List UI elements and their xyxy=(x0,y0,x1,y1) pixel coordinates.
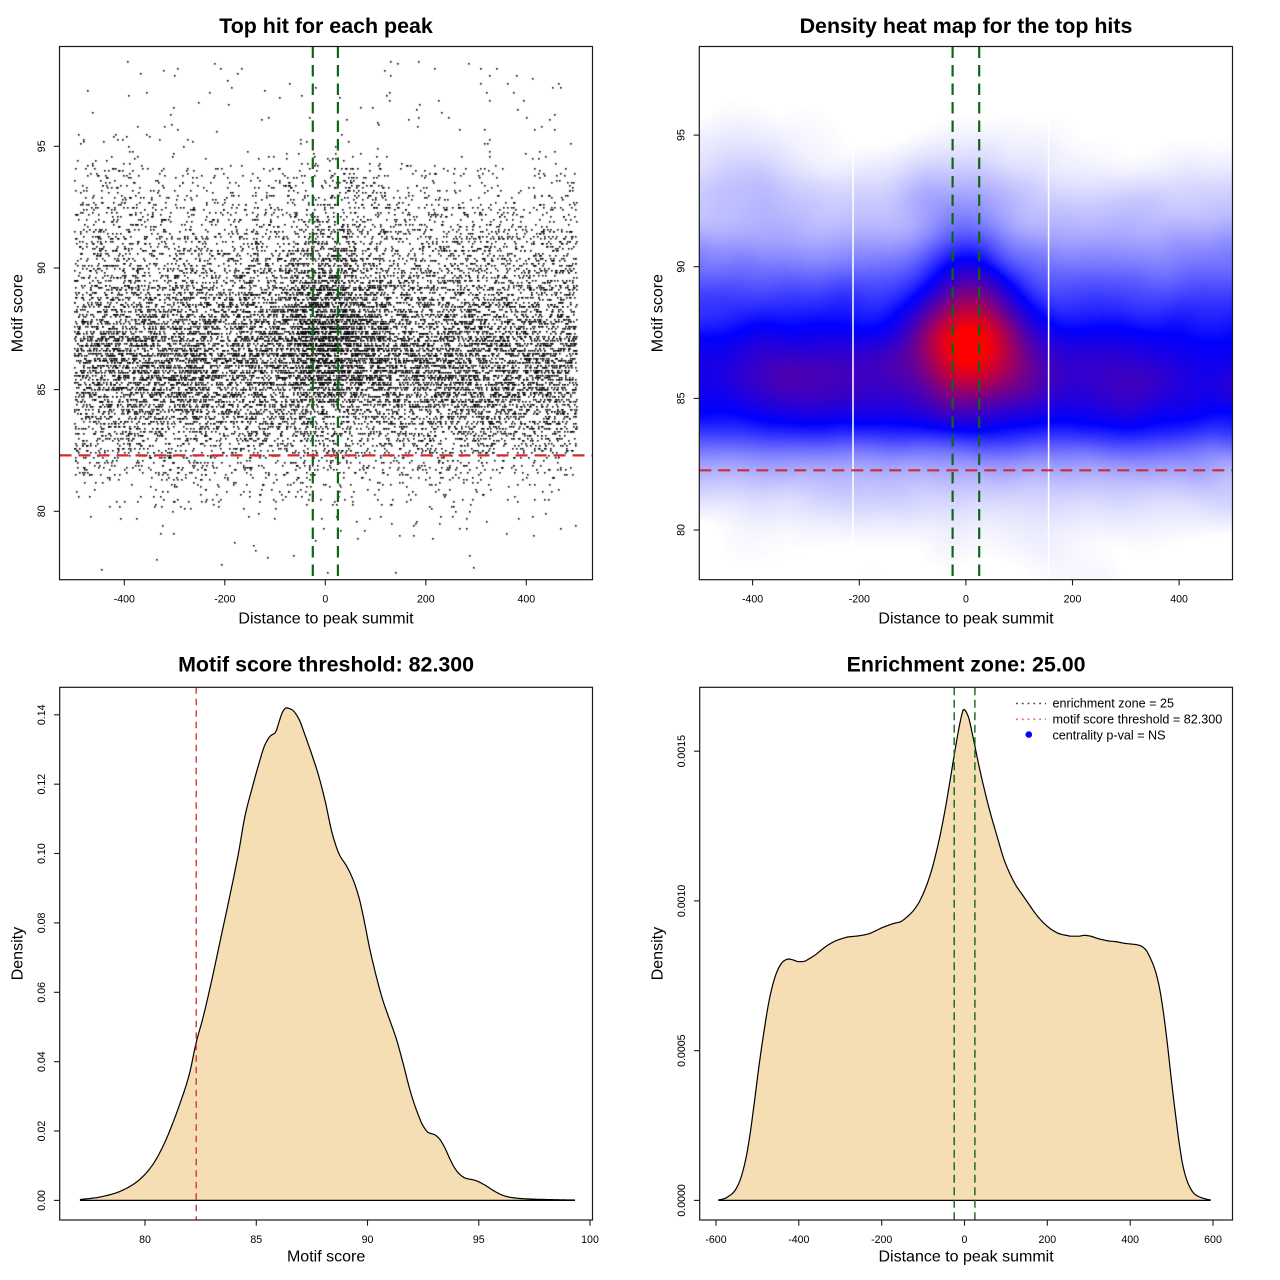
svg-text:centrality p-val = NS: centrality p-val = NS xyxy=(1053,728,1166,742)
svg-text:Motif score: Motif score xyxy=(649,274,666,352)
svg-text:-400: -400 xyxy=(114,594,135,606)
svg-text:Distance to peak summit: Distance to peak summit xyxy=(878,610,1054,627)
svg-text:0: 0 xyxy=(963,594,969,606)
svg-text:Density: Density xyxy=(649,927,666,980)
svg-text:0.00: 0.00 xyxy=(36,1190,48,1211)
svg-text:Motif score threshold: 82.300: Motif score threshold: 82.300 xyxy=(178,652,474,676)
svg-text:Distance to peak summit: Distance to peak summit xyxy=(879,1248,1055,1265)
svg-text:400: 400 xyxy=(1121,1234,1139,1246)
svg-text:0.14: 0.14 xyxy=(36,704,48,725)
svg-text:200: 200 xyxy=(1038,1234,1056,1246)
svg-text:80: 80 xyxy=(36,505,48,517)
svg-text:0.08: 0.08 xyxy=(36,912,48,933)
svg-text:85: 85 xyxy=(676,392,688,404)
svg-text:0.06: 0.06 xyxy=(36,982,48,1003)
svg-text:600: 600 xyxy=(1204,1234,1222,1246)
svg-text:95: 95 xyxy=(676,129,688,141)
svg-text:-200: -200 xyxy=(214,594,235,606)
svg-text:0.0015: 0.0015 xyxy=(676,735,688,768)
svg-text:Density: Density xyxy=(10,927,27,980)
svg-text:motif score threshold = 82.300: motif score threshold = 82.300 xyxy=(1053,713,1223,727)
svg-text:85: 85 xyxy=(36,384,48,396)
svg-text:100: 100 xyxy=(581,1234,599,1246)
svg-text:0.0005: 0.0005 xyxy=(676,1034,688,1067)
svg-text:80: 80 xyxy=(139,1234,151,1246)
svg-text:200: 200 xyxy=(1064,594,1082,606)
svg-text:-200: -200 xyxy=(871,1234,892,1246)
svg-text:Density heat map for the top h: Density heat map for the top hits xyxy=(800,14,1133,38)
svg-text:0.0010: 0.0010 xyxy=(676,885,688,918)
svg-text:Motif score: Motif score xyxy=(287,1248,365,1265)
svg-text:0.12: 0.12 xyxy=(36,774,48,795)
svg-text:0: 0 xyxy=(322,594,328,606)
svg-text:0.04: 0.04 xyxy=(36,1051,48,1072)
svg-text:95: 95 xyxy=(36,140,48,152)
svg-text:400: 400 xyxy=(1170,594,1188,606)
svg-text:enrichment zone = 25: enrichment zone = 25 xyxy=(1053,697,1174,711)
svg-text:Top hit for each peak: Top hit for each peak xyxy=(219,14,433,38)
svg-text:-400: -400 xyxy=(742,594,763,606)
svg-text:Motif score: Motif score xyxy=(10,274,27,352)
svg-text:0.10: 0.10 xyxy=(36,843,48,864)
svg-text:200: 200 xyxy=(417,594,435,606)
svg-text:95: 95 xyxy=(473,1234,485,1246)
svg-text:-600: -600 xyxy=(705,1234,726,1246)
svg-text:Enrichment zone: 25.00: Enrichment zone: 25.00 xyxy=(847,652,1086,676)
svg-text:90: 90 xyxy=(362,1234,374,1246)
svg-text:90: 90 xyxy=(36,262,48,274)
svg-text:0.0000: 0.0000 xyxy=(676,1184,688,1217)
svg-text:400: 400 xyxy=(517,594,535,606)
svg-text:80: 80 xyxy=(676,524,688,536)
svg-text:0.02: 0.02 xyxy=(36,1121,48,1142)
svg-text:90: 90 xyxy=(676,261,688,273)
svg-text:-400: -400 xyxy=(788,1234,809,1246)
svg-text:Distance to peak summit: Distance to peak summit xyxy=(238,610,414,627)
svg-text:0: 0 xyxy=(962,1234,968,1246)
svg-text:85: 85 xyxy=(250,1234,262,1246)
svg-text:-200: -200 xyxy=(849,594,870,606)
